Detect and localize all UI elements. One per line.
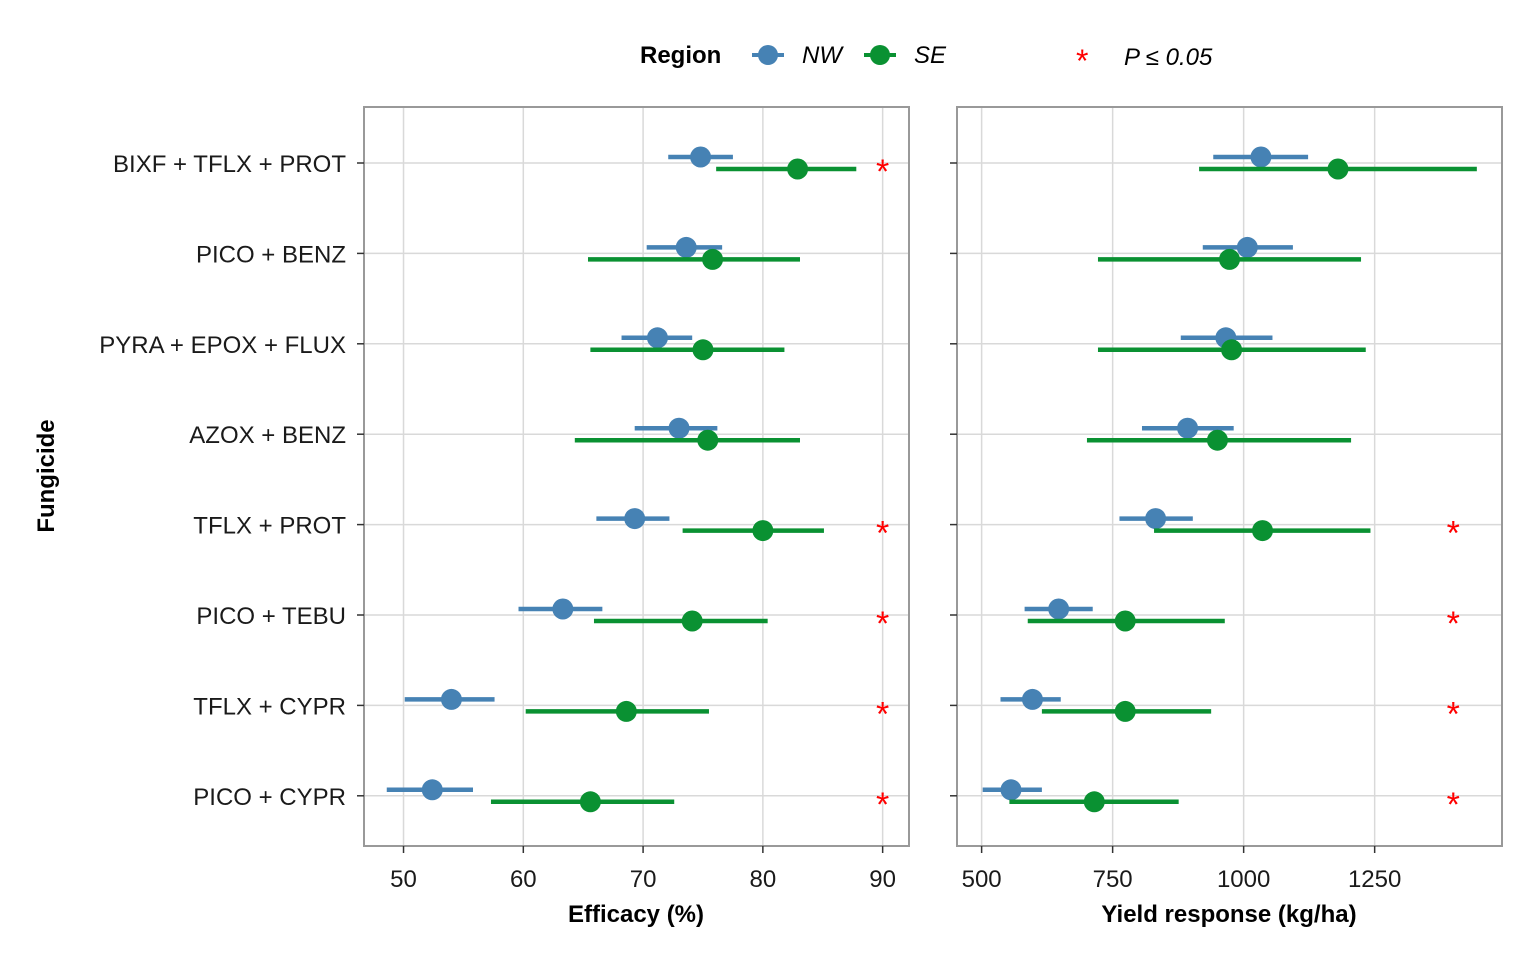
point-nw [440, 688, 462, 710]
point-se [702, 248, 724, 270]
point-nw [690, 146, 712, 168]
point-nw [1021, 688, 1043, 710]
point-se [579, 791, 601, 813]
legend-significance-label: P ≤ 0.05 [1124, 44, 1213, 71]
legend-label-se: SE [914, 42, 947, 69]
legend-significance-symbol: * [1076, 43, 1088, 79]
legend-key-se [864, 45, 896, 65]
y-tick-label: PICO + BENZ [196, 241, 346, 268]
significance-marker: * [1447, 695, 1460, 733]
point-se [1219, 248, 1240, 270]
point-se [787, 158, 809, 180]
x-tick-label: 70 [630, 866, 657, 893]
y-tick-label: BIXF + TFLX + PROT [113, 151, 346, 178]
significance-marker: * [876, 695, 889, 733]
significance-marker: * [876, 153, 889, 191]
y-tick-label: AZOX + BENZ [189, 422, 346, 449]
point-nw [1000, 779, 1022, 801]
x-tick-label: 80 [750, 866, 777, 893]
y-tick-label: PICO + TEBU [196, 603, 346, 630]
legend: Region NW SE * P ≤ 0.05 [640, 42, 1213, 79]
point-se [1252, 520, 1274, 542]
y-tick-label: TFLX + CYPR [193, 693, 346, 720]
point-nw [646, 327, 668, 349]
x-tick-label: 50 [390, 866, 417, 893]
point-nw [1236, 236, 1258, 258]
legend-title: Region [640, 42, 721, 69]
point-nw [668, 417, 690, 439]
point-nw [1145, 508, 1167, 530]
point-se [1114, 700, 1136, 722]
point-se [697, 429, 719, 451]
legend-label-nw: NW [802, 42, 844, 69]
efficacy-panel: * * * * * 50 60 70 80 90 BIXF + TFLX + PROT PICO + … [99, 106, 910, 893]
point-nw [1177, 417, 1199, 439]
point-nw [552, 598, 574, 620]
x-tick-label: 90 [869, 866, 896, 893]
x-tick-label: 1250 [1348, 866, 1401, 893]
point-nw [421, 779, 443, 801]
point-se [1221, 339, 1243, 361]
panel-background [957, 107, 1502, 846]
point-nw [624, 508, 646, 530]
point-se [1114, 610, 1136, 632]
x-tick-label: 500 [962, 866, 1002, 893]
significance-marker: * [876, 786, 889, 824]
legend-key-nw [752, 45, 784, 65]
point-se [615, 700, 637, 722]
panel-border [363, 106, 910, 847]
panel-background [364, 107, 909, 846]
point-se [1206, 429, 1228, 451]
point-nw [675, 236, 697, 258]
y-axis-title: Fungicide [33, 419, 60, 532]
x-axis-title-efficacy: Efficacy (%) [568, 901, 704, 928]
point-se [752, 520, 774, 542]
panel-border [956, 106, 1503, 847]
point-se [681, 610, 703, 632]
y-tick-label: PYRA + EPOX + FLUX [99, 332, 346, 359]
x-tick-label: 750 [1093, 866, 1133, 893]
significance-marker: * [1447, 605, 1460, 643]
point-se [1327, 158, 1349, 180]
significance-marker: * [876, 515, 889, 553]
y-tick-label: TFLX + PROT [193, 513, 346, 540]
x-axis-title-yield: Yield response (kg/ha) [1101, 901, 1356, 928]
x-tick-label: 1000 [1217, 866, 1270, 893]
point-nw [1250, 146, 1272, 168]
point-se [1083, 791, 1105, 813]
point-nw [1048, 598, 1070, 620]
x-tick-label: 60 [510, 866, 537, 893]
significance-marker: * [1447, 786, 1460, 824]
significance-marker: * [1447, 515, 1460, 553]
point-se [692, 339, 714, 361]
yield-panel: * * * * 500 750 1000 1250 [950, 106, 1503, 893]
significance-marker: * [876, 605, 889, 643]
y-tick-label: PICO + CYPR [193, 784, 346, 811]
